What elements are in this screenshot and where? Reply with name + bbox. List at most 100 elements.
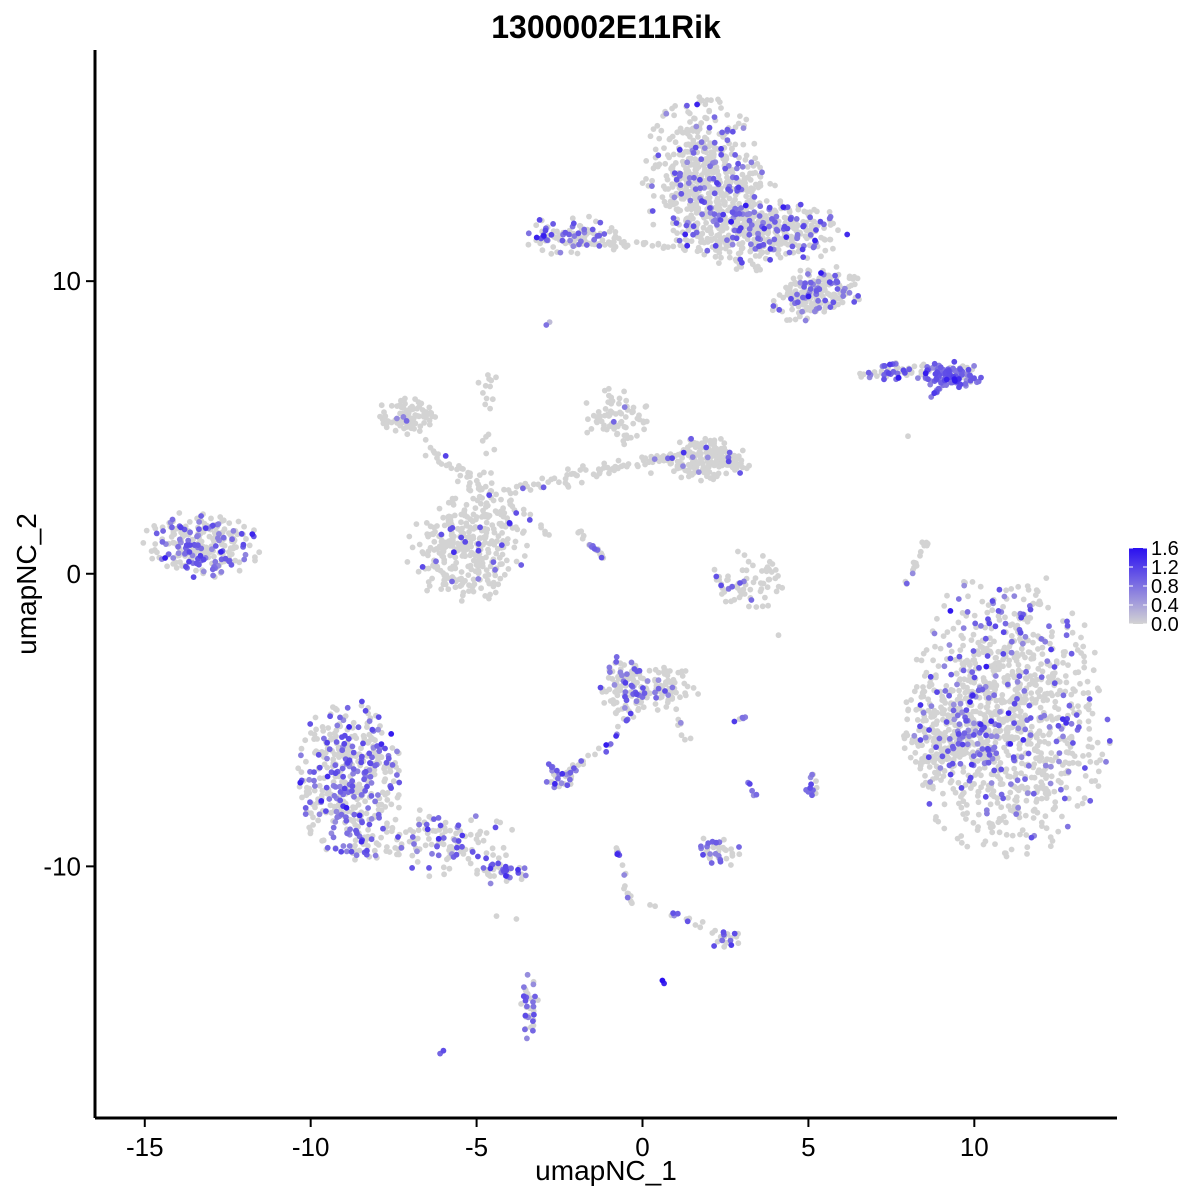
cell-point [441,871,447,878]
cell-point [982,678,988,685]
cell-point [935,818,942,825]
cell-point [964,741,971,748]
cell-point [311,731,318,738]
cell-point [671,112,677,119]
cell-point [991,692,997,699]
cell-point [1008,649,1015,656]
cell-point [1086,726,1093,732]
cell-point [324,844,331,851]
cell-point [1072,641,1079,648]
cell-point [1000,651,1007,657]
cell-point [1081,653,1087,660]
cell-point [707,205,713,211]
cell-point [725,458,732,465]
cell-point [989,607,996,614]
cell-point [694,101,700,108]
cell-point [613,654,620,660]
cell-point [492,572,499,579]
cell-point [368,816,375,822]
cell-point [298,745,305,752]
cell-point [697,176,703,183]
cell-point [1008,846,1015,853]
cell-point [430,448,437,454]
cell-point [351,793,357,800]
cell-point [350,818,357,825]
cell-point [455,838,462,844]
cell-point [976,766,983,772]
cell-point [1017,629,1024,636]
cell-point [442,453,449,459]
cell-point [1013,811,1020,817]
cell-point [459,832,466,839]
cell-point [797,274,803,281]
cell-point [537,240,544,247]
cell-point [655,240,662,247]
cell-point [502,523,509,530]
cell-point [440,546,447,552]
cell-point [513,510,520,516]
cell-point [1080,690,1087,697]
cell-point [996,586,1003,593]
cell-point [428,841,435,848]
cell-point [524,1003,530,1010]
cell-point [478,500,484,507]
cell-point [720,211,727,218]
cell-point [477,524,483,531]
cell-point [987,641,993,648]
cell-point [1022,776,1028,782]
cell-point [674,464,681,470]
cell-point [1027,673,1034,679]
cell-point [799,246,806,253]
cell-point [960,642,966,649]
cell-point [483,554,489,561]
cell-point [729,209,736,216]
cell-point [439,553,445,559]
cell-point [1013,794,1020,800]
cell-point [333,739,340,745]
cell-point [324,739,330,746]
cell-point [159,539,166,545]
cell-point [1003,819,1009,826]
cell-point [403,829,409,835]
cell-point [568,249,575,256]
cell-point [459,525,465,532]
cell-point [692,144,699,151]
cell-point [1052,804,1058,811]
cell-point [700,851,706,858]
cell-point [951,358,958,365]
cell-point [729,146,735,152]
cell-point [575,230,582,237]
cell-point [963,707,970,713]
cell-point [331,730,338,737]
cell-point [1001,593,1008,600]
cell-point [918,657,925,664]
cell-point [960,625,967,631]
cell-point [662,688,668,694]
cell-point [1024,663,1031,670]
cell-point [362,798,368,805]
cell-point [1015,720,1022,727]
cell-point [422,436,429,443]
cell-point [486,492,493,498]
cell-point [470,576,477,583]
cell-point [1060,692,1067,699]
cell-point [765,229,772,236]
cell-point [695,134,701,140]
cell-point [350,766,357,772]
cell-point [360,732,367,739]
cell-point [1028,690,1035,696]
cell-point [624,894,631,901]
cell-point [211,538,217,545]
cell-point [202,525,209,531]
cell-point [975,788,982,795]
cell-point [1024,618,1031,625]
cell-point [1000,629,1007,636]
cell-point [729,852,736,859]
cell-point [324,773,331,780]
cell-point [608,400,615,407]
cell-point [627,710,634,717]
cell-point [467,562,474,569]
cell-point [307,827,314,834]
cell-point [757,173,764,180]
cell-point [944,753,950,760]
